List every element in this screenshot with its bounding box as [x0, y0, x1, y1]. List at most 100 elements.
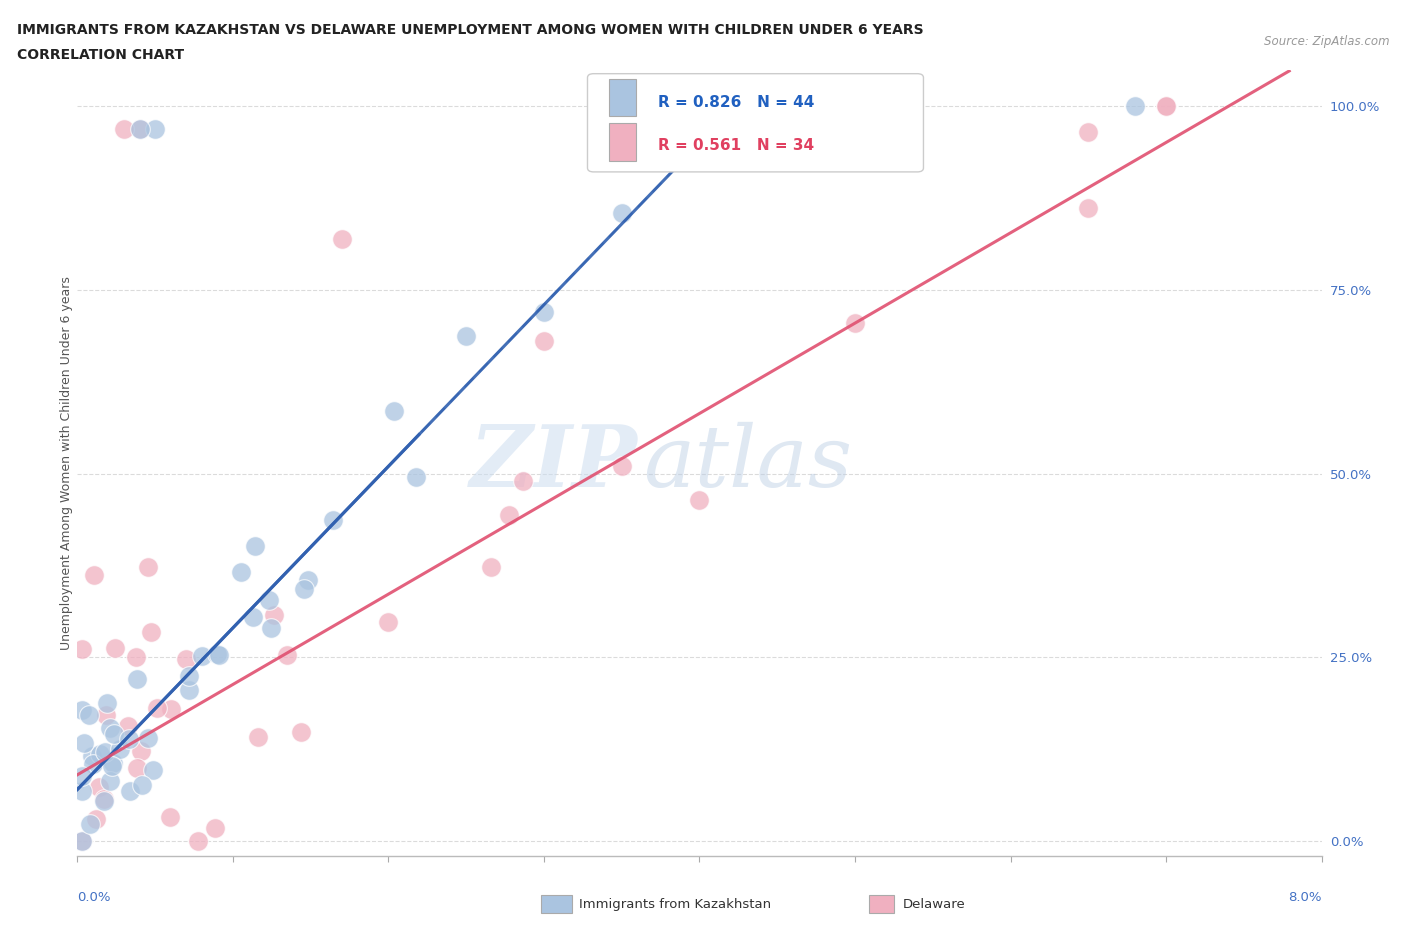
Text: 0.0%: 0.0% — [77, 891, 111, 904]
Point — [179, 683, 201, 698]
FancyBboxPatch shape — [588, 73, 924, 172]
Point — [117, 719, 139, 734]
Point — [141, 624, 163, 639]
Point — [96, 707, 118, 722]
Point — [83, 568, 105, 583]
Point — [80, 748, 103, 763]
Point — [257, 593, 280, 608]
Point — [103, 727, 125, 742]
Point — [70, 642, 93, 657]
Point — [322, 512, 344, 527]
Point — [103, 755, 125, 770]
Point — [146, 700, 169, 715]
Point — [1154, 99, 1177, 113]
Point — [276, 648, 298, 663]
Text: R = 0.561   N = 34: R = 0.561 N = 34 — [658, 138, 814, 153]
Text: Delaware: Delaware — [903, 898, 966, 911]
Point — [89, 746, 111, 761]
Point — [131, 777, 153, 792]
Point — [93, 794, 115, 809]
Point — [70, 703, 93, 718]
Point — [689, 492, 711, 507]
Point — [204, 820, 226, 835]
Point — [479, 560, 502, 575]
Point — [187, 833, 209, 848]
Point — [70, 783, 93, 798]
Point — [405, 470, 427, 485]
Point — [657, 144, 679, 159]
Point — [207, 647, 229, 662]
Text: ZIP: ZIP — [470, 421, 637, 504]
Point — [118, 732, 141, 747]
Point — [174, 651, 197, 666]
Point — [98, 774, 121, 789]
Bar — [609, 123, 636, 161]
Point — [128, 121, 150, 136]
Point — [98, 721, 121, 736]
Point — [112, 121, 135, 136]
Point — [120, 783, 142, 798]
Point — [82, 757, 104, 772]
Point — [127, 761, 149, 776]
Bar — [609, 79, 636, 116]
Point — [297, 572, 319, 587]
Point — [247, 730, 270, 745]
Point — [1123, 99, 1146, 113]
Text: Immigrants from Kazakhstan: Immigrants from Kazakhstan — [579, 898, 772, 911]
Text: 8.0%: 8.0% — [1288, 891, 1322, 904]
Point — [1077, 201, 1099, 216]
Point — [70, 833, 93, 848]
Point — [533, 304, 555, 319]
Text: IMMIGRANTS FROM KAZAKHSTAN VS DELAWARE UNEMPLOYMENT AMONG WOMEN WITH CHILDREN UN: IMMIGRANTS FROM KAZAKHSTAN VS DELAWARE U… — [17, 23, 924, 37]
Point — [610, 458, 633, 473]
Point — [263, 607, 285, 622]
Point — [84, 811, 107, 826]
Point — [159, 809, 181, 824]
Point — [260, 620, 283, 635]
Point — [533, 333, 555, 348]
Point — [844, 316, 866, 331]
Point — [101, 758, 124, 773]
Point — [142, 763, 165, 777]
Point — [610, 206, 633, 220]
Point — [77, 707, 100, 722]
Point — [292, 581, 315, 596]
Text: Source: ZipAtlas.com: Source: ZipAtlas.com — [1264, 35, 1389, 48]
Point — [93, 792, 115, 807]
Point — [1077, 125, 1099, 140]
Point — [290, 724, 312, 739]
Point — [160, 702, 183, 717]
Point — [129, 743, 152, 758]
Text: atlas: atlas — [644, 421, 852, 504]
Point — [125, 649, 148, 664]
Y-axis label: Unemployment Among Women with Children Under 6 years: Unemployment Among Women with Children U… — [60, 275, 73, 650]
Point — [382, 404, 405, 418]
Point — [128, 121, 150, 136]
Point — [136, 560, 159, 575]
Point — [242, 609, 264, 624]
Point — [79, 817, 101, 831]
Point — [136, 731, 159, 746]
Point — [179, 669, 201, 684]
Point — [229, 565, 252, 579]
Point — [1154, 99, 1177, 113]
Point — [456, 328, 478, 343]
Point — [104, 641, 127, 656]
Point — [70, 833, 93, 848]
Point — [108, 742, 131, 757]
Point — [498, 508, 520, 523]
Point — [96, 696, 118, 711]
Point — [377, 615, 399, 630]
Point — [94, 745, 117, 760]
Point — [191, 649, 214, 664]
Point — [127, 671, 149, 686]
Point — [73, 736, 96, 751]
Text: R = 0.826   N = 44: R = 0.826 N = 44 — [658, 96, 815, 111]
Point — [330, 232, 353, 246]
Point — [512, 473, 534, 488]
Text: CORRELATION CHART: CORRELATION CHART — [17, 48, 184, 62]
Point — [70, 769, 93, 784]
Point — [245, 538, 267, 553]
Point — [208, 648, 231, 663]
Point — [89, 779, 111, 794]
